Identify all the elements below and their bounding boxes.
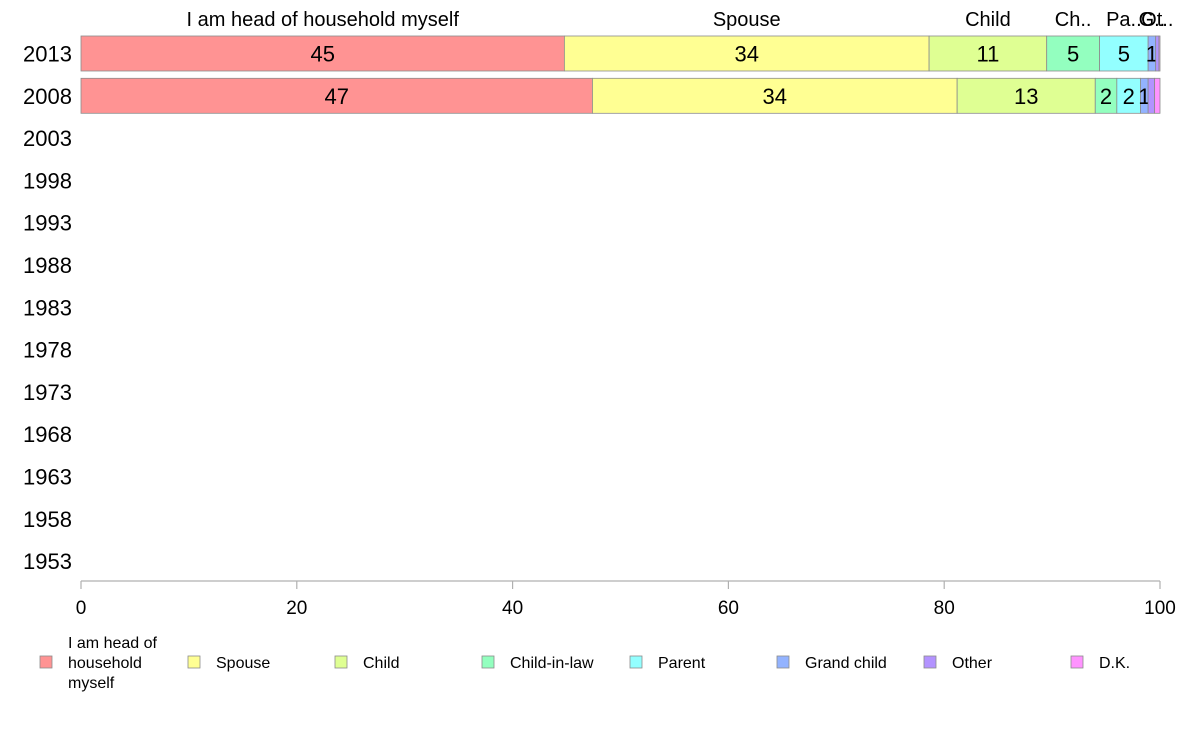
legend-swatch [481,655,495,669]
series-top-labels: I am head of household myself Spouse Child… [187,9,1174,31]
legend-swatch [39,655,53,669]
x-tick-label: 0 [76,598,87,619]
bar-segment [1147,77,1156,114]
legend-label: Grand child [805,655,887,672]
bar-segment [1158,35,1161,72]
data-label: 1 [1146,42,1158,67]
bar-segment [1155,35,1160,72]
y-tick-label: 1998 [23,168,72,193]
legend-label: Spouse [216,655,270,672]
y-tick-label: 1958 [23,507,72,532]
data-label: 45 [310,42,334,67]
y-tick-label: 1983 [23,295,72,320]
x-axis: 0 20 40 60 80 100 [76,580,1176,619]
data-label: 2 [1100,84,1112,109]
bar-segment [1099,35,1149,72]
data-label: 5 [1067,42,1079,67]
x-tick-label: 100 [1144,598,1176,619]
y-tick-label: 1968 [23,422,72,447]
x-tick-label: 40 [502,598,523,619]
x-tick-label: 80 [934,598,955,619]
series-top-label: Child [965,9,1011,31]
bar-segment [563,35,930,72]
x-tick-label: 60 [718,598,739,619]
series-top-label: G.. [1139,9,1166,31]
legend-label: Other [952,655,993,672]
series-top-label: Pa.. [1106,9,1142,31]
y-tick-label: 2003 [23,126,72,151]
legend-swatch [629,655,643,669]
legend-swatch [923,655,937,669]
bar-segment [1154,77,1161,114]
bar-segment [592,77,958,114]
data-label: 34 [763,84,787,109]
data-label: 34 [735,42,759,67]
data-label: 13 [1014,84,1038,109]
data-label: 11 [976,42,999,67]
legend-swatch [776,655,790,669]
legend: I am head of household myself Spouse Child Ch… [39,635,1130,692]
legend-label: D.K. [1099,655,1130,672]
legend-label: household [68,655,142,672]
bar-segment [80,77,593,114]
data-label: 2 [1123,84,1135,109]
data-label: 1 [1138,84,1150,109]
data-label: 5 [1118,42,1130,67]
series-top-label: Ot.. [1141,9,1173,31]
y-axis: 2013 2008 2003 1998 1993 1988 1983 1978 1973 1968… [23,42,72,575]
data-label: 47 [324,84,348,109]
legend-label: I am head of [68,635,158,652]
legend-label: myself [68,675,115,692]
y-tick-label: 1963 [23,465,72,490]
y-tick-label: 1978 [23,338,72,363]
y-tick-label: 1973 [23,380,72,405]
legend-label: Parent [658,655,706,672]
legend-label: Child [363,655,399,672]
legend-swatch [334,655,348,669]
y-tick-label: 1993 [23,211,72,236]
series-top-label: Ch.. [1055,9,1092,31]
y-tick-label: 1953 [23,549,72,574]
legend-swatch [1070,655,1084,669]
legend-label: Child-in-law [510,655,594,672]
y-tick-label: 1988 [23,253,72,278]
series-top-label: I am head of household myself [187,9,460,31]
y-tick-label: 2008 [23,84,72,109]
series-top-label: Spouse [713,9,781,31]
y-tick-label: 2013 [23,42,72,67]
legend-swatch [187,655,201,669]
bars: 45 34 11 5 5 147 34 13 2 2 1 [80,35,1161,114]
x-tick-label: 20 [286,598,307,619]
